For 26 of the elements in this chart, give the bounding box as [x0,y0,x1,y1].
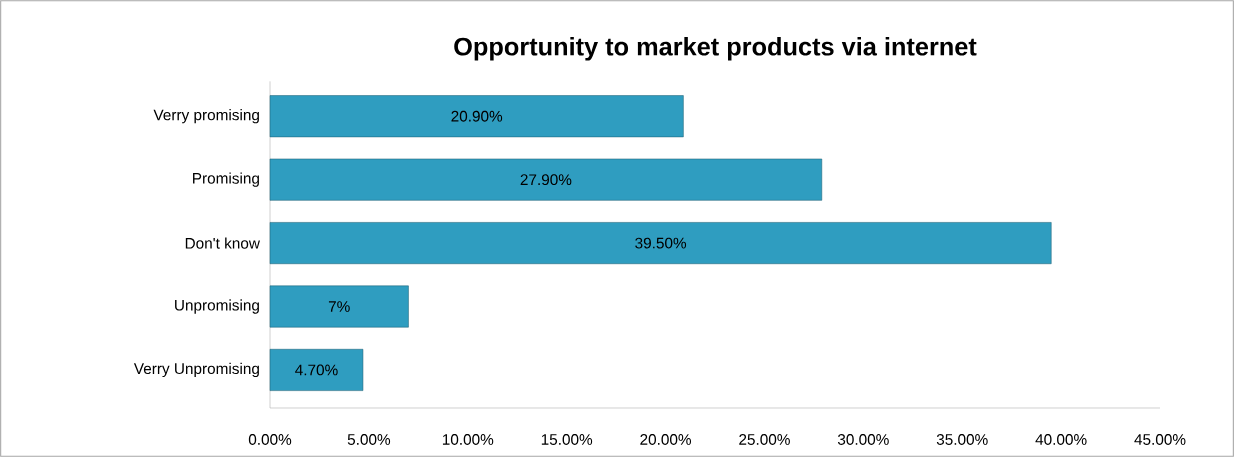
data-label: 39.50% [635,237,687,249]
y-tick-label: Promising [193,172,259,187]
y-tick-label: Verry Unpromising [133,362,259,378]
x-tick-label: 40.00% [1035,434,1087,445]
data-label: 27.90% [520,174,572,186]
x-tick-label: 35.00% [936,434,988,445]
x-tick-label: 45.00% [1134,434,1186,445]
y-tick-label: Unpromising [175,299,259,314]
bar [269,222,1052,265]
data-label: 20.90% [451,110,503,122]
bar [269,349,364,391]
data-label: 7% [328,301,350,312]
y-tick-label: Verry promising [153,109,259,124]
bar [269,285,409,328]
x-tick-label: 25.00% [739,434,790,445]
y-tick-label: Don't know [185,237,260,249]
x-tick-label: 30.00% [837,434,889,445]
x-tick-label: 0.00% [248,434,292,445]
bar [269,95,684,138]
x-tick-label: 10.00% [442,434,494,445]
chart-title: Opportunity to market products via internet [454,37,977,61]
bar [269,158,823,201]
x-tick-label: 15.00% [541,434,593,445]
data-label: 4.70% [295,364,338,376]
x-tick-label: 20.00% [640,434,692,445]
x-tick-label: 5.00% [347,434,391,445]
